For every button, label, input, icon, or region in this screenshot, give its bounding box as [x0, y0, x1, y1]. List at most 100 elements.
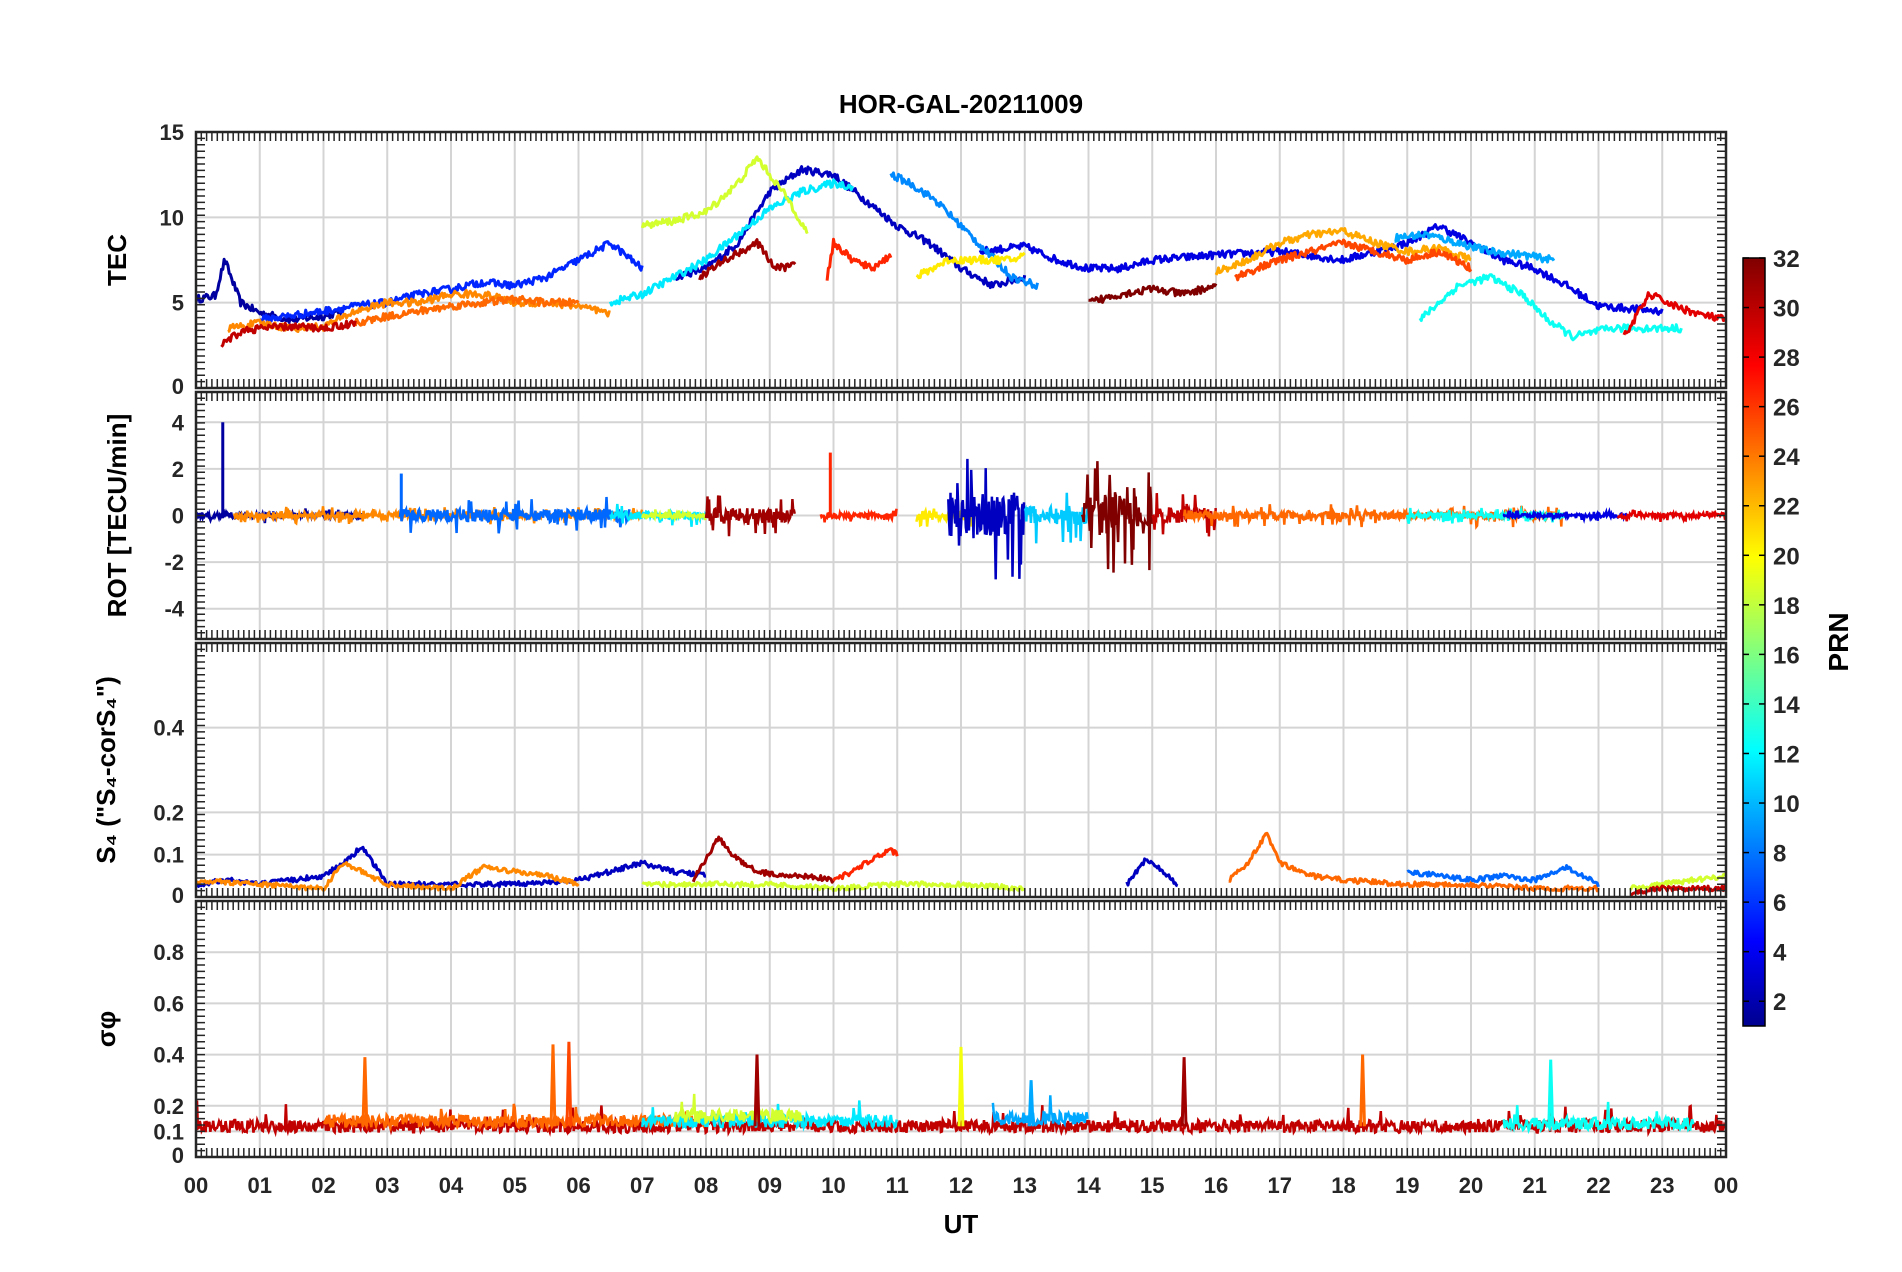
y-tick-label: 0.6: [153, 991, 184, 1016]
x-tick-label: 00: [1714, 1173, 1738, 1198]
colorbar-tick-label: 32: [1773, 246, 1800, 273]
colorbar-tick-label: 26: [1773, 395, 1800, 422]
series-group: [196, 1041, 1726, 1138]
x-axis-label: UT: [944, 1209, 979, 1239]
series-line-prn-11: [1023, 492, 1090, 544]
sigma-spike-prn-25: [549, 1044, 557, 1127]
colorbar-label: PRN: [1823, 612, 1854, 671]
colorbar-tick-label: 10: [1773, 791, 1800, 818]
colorbar-tick-label: 4: [1773, 940, 1787, 967]
series-line-prn-13: [1418, 273, 1683, 342]
y-tick-label: -2: [164, 550, 184, 575]
y-tick-label: 5: [172, 291, 184, 316]
y-tick-label: 0: [172, 504, 184, 529]
y-tick-label: 0: [172, 374, 184, 399]
tick-marks: [195, 900, 1727, 1158]
grid: [195, 643, 1727, 898]
y-axis-label: σφ: [91, 1011, 121, 1047]
series-line-prn-19: [672, 1093, 803, 1125]
x-tick-label: 02: [311, 1173, 335, 1198]
series-line-prn-24: [196, 861, 580, 892]
y-tick-label: 0.8: [153, 940, 184, 965]
y-tick-label: 10: [160, 205, 184, 230]
series-line-prn-4: [1502, 506, 1631, 524]
x-tick-label: 13: [1013, 1173, 1037, 1198]
panel-sigma-phi: 00.10.2 0.4 0.6 0.8 σφ: [91, 899, 1728, 1168]
colorbar-tick-label: 2: [1773, 989, 1786, 1016]
x-tick-label: 05: [503, 1173, 527, 1198]
colorbar-tick-label: 14: [1773, 692, 1800, 719]
series-line-prn-12: [608, 178, 855, 307]
x-tick-label: 01: [248, 1173, 272, 1198]
minor-ticks: [195, 131, 1727, 389]
y-tick-label: 0.2: [153, 800, 184, 825]
x-tick-label: 15: [1140, 1173, 1164, 1198]
y-tick-label: 0.2: [153, 1094, 184, 1119]
y-tick-label: 0: [172, 883, 184, 908]
series-line-prn-31: [691, 835, 835, 884]
colorbar-tick-label: 18: [1773, 593, 1800, 620]
y-tick-label: 2: [172, 457, 184, 482]
tick-marks: [195, 642, 1727, 898]
series-line-prn-3: [196, 845, 707, 889]
tick-marks: [195, 391, 1727, 640]
panel-rot: -4 -2 0 2 4 ROT [TECU/min]: [102, 390, 1728, 641]
series-line-prn-9: [889, 171, 1039, 290]
colorbar-tick-label: 6: [1773, 890, 1786, 917]
x-tick-label: 23: [1650, 1173, 1674, 1198]
y-tick-label: 0: [172, 1143, 184, 1168]
sigma-spike-prn-31: [1180, 1057, 1188, 1127]
series-line-prn-19: [1629, 872, 1726, 891]
y-tick-label: 0.4: [153, 1043, 184, 1068]
series-line-prn-19: [641, 509, 707, 523]
series-line-prn-4: [978, 223, 1664, 316]
series-line-prn-25: [353, 294, 580, 327]
minor-ticks: [195, 642, 1727, 898]
x-tick-label: 03: [375, 1173, 399, 1198]
x-tick-label: 12: [949, 1173, 973, 1198]
series-line-prn-6: [259, 240, 644, 324]
y-tick-label: 0.1: [153, 843, 184, 868]
y-tick-label: 15: [160, 120, 184, 145]
y-axis-label: ROT [TECU/min]: [102, 414, 132, 618]
series-line-prn-21: [915, 251, 1026, 280]
series-line-prn-27: [825, 237, 893, 281]
series-line-prn-26: [1234, 238, 1473, 282]
x-tick-label: 22: [1586, 1173, 1610, 1198]
x-tick-label: 07: [630, 1173, 654, 1198]
y-tick-label: 0.1: [153, 1119, 184, 1144]
series-line-prn-27: [832, 847, 899, 882]
series-line-prn-3: [947, 458, 1026, 580]
y-tick-label: 0.4: [153, 716, 184, 741]
sigma-spike-prn-10: [1027, 1080, 1035, 1127]
series-line-prn-8: [398, 496, 631, 534]
x-tick-label: 20: [1459, 1173, 1483, 1198]
series-group: [196, 155, 1726, 348]
figure-title: HOR-GAL-20211009: [839, 89, 1083, 119]
x-tick-labels: 00 01 02 03 04 05 06 07 08 09 10 11 12 13 14 15 16 17 18 19…: [184, 1173, 1738, 1198]
series-line-prn-25: [1228, 831, 1600, 893]
series-group: [196, 422, 1726, 580]
series-line-prn-32: [1088, 282, 1218, 304]
tick-marks: [195, 131, 1727, 389]
series-line-prn-3: [1125, 857, 1179, 888]
minor-ticks: [195, 900, 1727, 1158]
colorbar-tick-label: 30: [1773, 296, 1800, 323]
x-tick-label: 09: [758, 1173, 782, 1198]
sigma-spike-prn-31: [753, 1054, 761, 1127]
y-tick-label: 4: [172, 410, 185, 435]
x-tick-label: 10: [821, 1173, 845, 1198]
panel-s4: 0 0.1 0.2 0.4 S₄ ("S₄-corS₄"): [91, 641, 1728, 908]
minor-ticks: [195, 391, 1727, 640]
series-line-prn-23: [1214, 227, 1472, 276]
colorbar-tick-label: 16: [1773, 642, 1800, 669]
series-line-prn-10: [991, 1095, 1089, 1128]
series-line-prn-30: [220, 319, 357, 348]
colorbar-tick-label: 28: [1773, 345, 1800, 372]
colorbar-tick-label: 20: [1773, 543, 1800, 570]
series-line-prn-31: [698, 238, 797, 281]
x-tick-label: 16: [1204, 1173, 1228, 1198]
x-tick-label: 17: [1268, 1173, 1292, 1198]
